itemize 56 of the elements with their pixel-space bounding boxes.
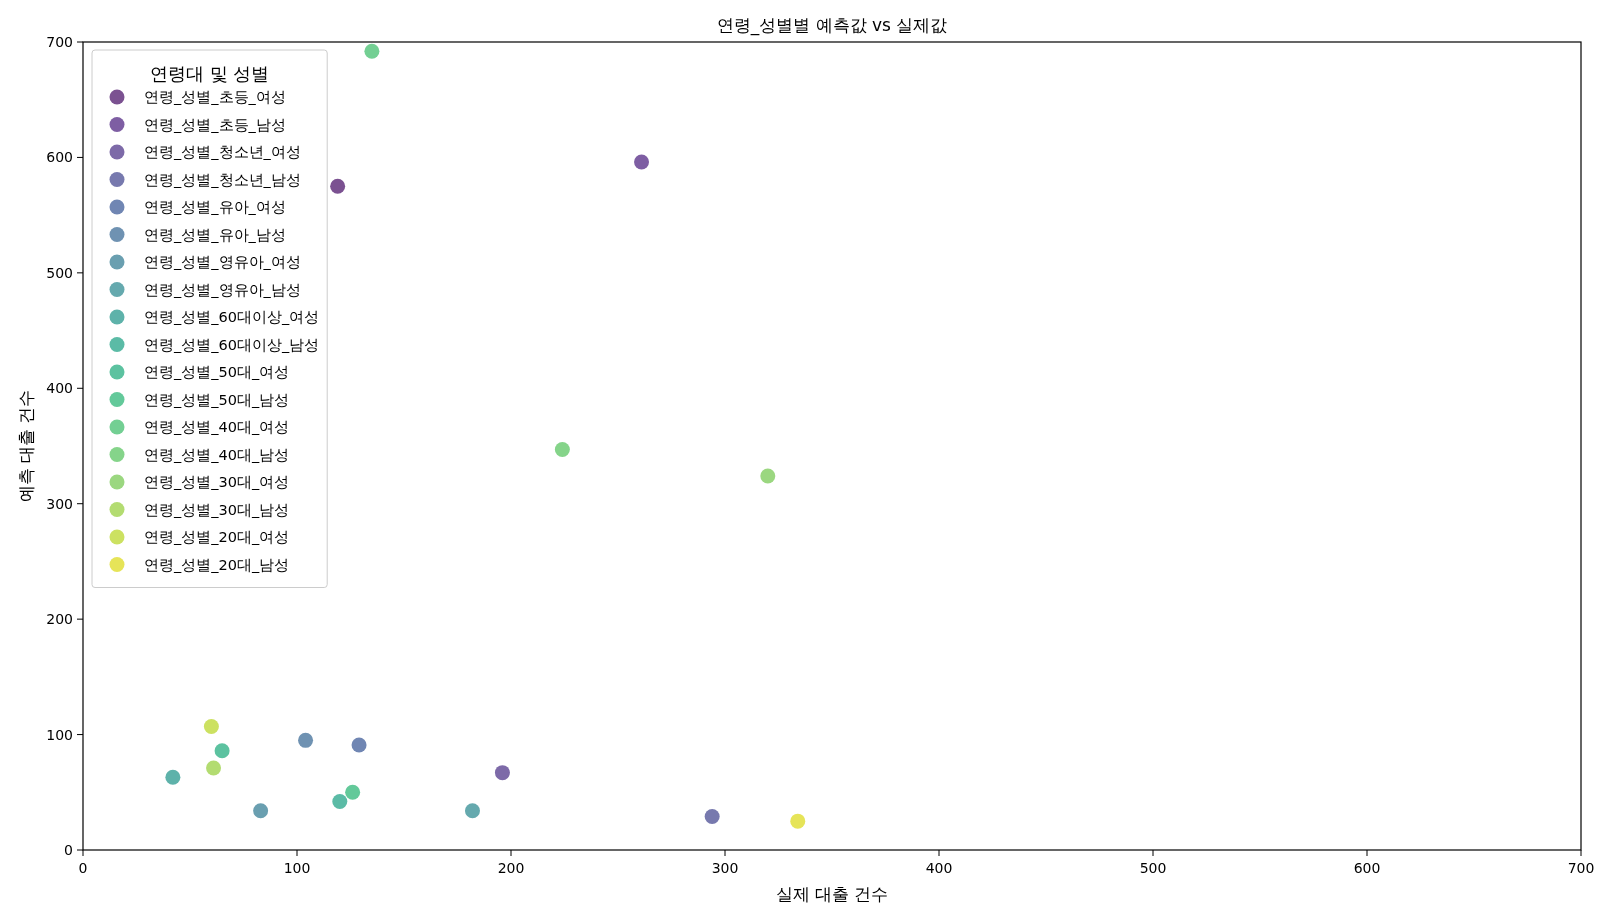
legend-label: 연령_성별_유아_여성 <box>144 199 286 215</box>
legend-label: 연령_성별_50대_남성 <box>144 391 290 408</box>
point <box>298 732 314 748</box>
x-tick-label: 500 <box>1139 860 1167 876</box>
point <box>704 809 720 825</box>
legend-label: 연령_성별_청소년_여성 <box>144 144 301 160</box>
x-tick-label: 600 <box>1353 860 1381 876</box>
x-axis-title: 실제 대출 건수 <box>775 884 889 904</box>
legend-label: 연령_성별_20대_여성 <box>144 529 290 545</box>
legend-label: 연령_성별_30대_여성 <box>144 474 290 490</box>
point <box>206 760 222 776</box>
point <box>214 743 230 759</box>
point <box>330 178 346 194</box>
x-tick-label: 0 <box>78 860 88 876</box>
point <box>253 803 269 819</box>
legend-label: 연령_성별_50대_여성 <box>144 364 290 380</box>
legend-label: 연령_성별_20대_남성 <box>144 556 290 573</box>
legend-label: 연령_성별_유아_남성 <box>144 226 286 243</box>
y-tick-label: 700 <box>46 34 73 50</box>
point <box>345 784 361 800</box>
x-tick-label: 200 <box>497 860 525 876</box>
y-tick-label: 500 <box>46 264 73 281</box>
legend-label: 연령_성별_40대_남성 <box>144 446 290 463</box>
point <box>464 803 480 819</box>
legend-label: 연령_성별_40대_여성 <box>144 419 290 435</box>
legend-label: 연령_성별_영유아_여성 <box>144 254 301 270</box>
chart-title: 연령_성별별 예측값 vs 실제값 <box>716 15 948 36</box>
y-tick-label: 600 <box>46 149 73 166</box>
y-tick-label: 100 <box>46 726 73 743</box>
legend-label: 연령_성별_청소년_남성 <box>144 171 301 188</box>
y-tick-label: 0 <box>64 842 73 858</box>
legend-label: 연령_성별_60대이상_여성 <box>144 309 320 325</box>
y-axis-title: 예측 대출 건수 <box>16 389 36 503</box>
legend-label: 연령_성별_초등_남성 <box>144 116 286 133</box>
x-tick-label: 700 <box>1567 860 1595 876</box>
legend-label: 연령_성별_30대_남성 <box>144 501 290 518</box>
point <box>203 718 219 734</box>
point <box>165 769 181 785</box>
x-tick-label: 300 <box>711 860 739 876</box>
legend-label: 연령_성별_60대이상_남성 <box>144 336 320 353</box>
legend-label: 연령_성별_초등_여성 <box>144 89 286 105</box>
point <box>634 154 650 170</box>
y-tick-label: 400 <box>46 380 73 397</box>
point <box>351 737 367 753</box>
point <box>760 468 776 484</box>
legend-title: 연령대 및 성별 <box>149 63 270 84</box>
point <box>554 441 570 457</box>
x-tick-label: 400 <box>925 860 953 876</box>
x-tick-label: 100 <box>283 860 311 876</box>
legend-label: 연령_성별_영유아_남성 <box>144 281 301 298</box>
point <box>790 813 806 829</box>
y-tick-label: 200 <box>46 611 73 628</box>
y-tick-label: 300 <box>46 495 73 512</box>
point <box>494 765 510 781</box>
point <box>332 794 348 810</box>
point <box>364 43 380 59</box>
